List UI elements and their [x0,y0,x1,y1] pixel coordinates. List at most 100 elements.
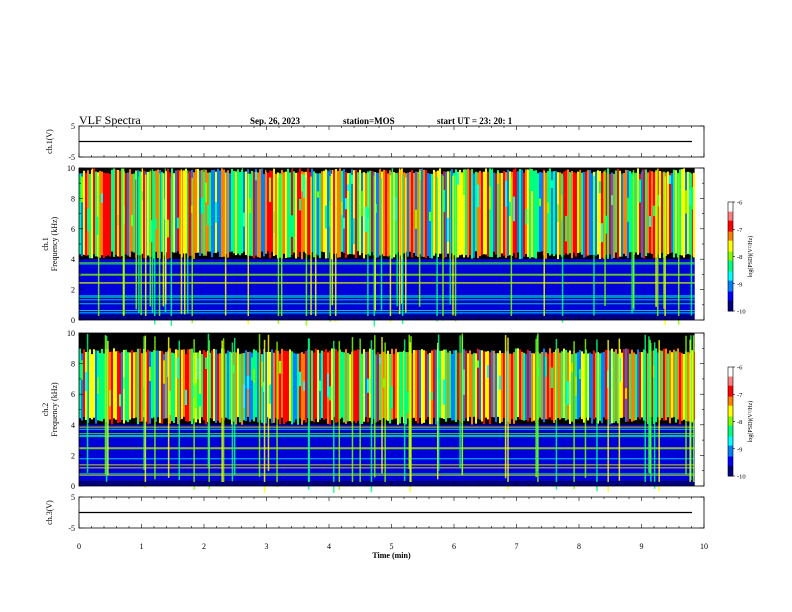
spectrogram-streak [243,384,245,408]
x-tick-label: 0 [77,542,81,551]
sferic-line [222,338,225,483]
colorbar-segment [728,231,733,234]
spectrogram-column [347,173,349,255]
spectrogram-column [421,168,423,257]
spectrogram-streak [353,218,355,245]
spectrogram-column [171,352,173,421]
spectrogram-column [401,351,403,417]
panel-ch3-waveform: 5 -5 ch.3(V) [45,493,705,533]
spectrogram-column [671,352,673,418]
spectrogram-column [581,351,583,420]
spectrogram-column [293,171,295,253]
spectrogram-column [373,349,375,419]
spectrogram-column [615,349,617,422]
spectrogram-column [213,348,215,422]
panel-ch2-spectrogram: -6 -7 -8 -9 -10 log(PSD)(V²/Hz) 0 2 4 6 8 10 ch.2 Fre… [41,329,754,493]
spectrogram-column [405,352,407,425]
colorbar-segment [728,285,733,288]
spectrogram-column [561,351,563,419]
spectrogram-column [467,168,469,258]
spectrogram-column [607,168,609,259]
spectrogram-column [85,172,87,256]
spectrogram-column [131,173,133,252]
spectrogram-streak [205,357,207,370]
spectrogram-column [371,170,373,253]
spectrogram-column [635,354,637,421]
sferic-line [437,334,440,471]
x-tick-label: 8 [577,542,581,551]
sferic-line [143,336,145,471]
spectrogram-column [241,168,243,254]
sferic-line [333,340,335,493]
spectrogram-column [283,172,285,254]
colorbar-segment [728,258,733,261]
colorbar-segment [728,269,733,272]
spectrogram-column [293,352,295,423]
spectrogram-column [125,172,127,255]
sferic-line [408,334,410,469]
spectrogram-column [111,351,113,425]
spectrogram-streak [247,375,249,389]
spectral-line [79,428,695,430]
spectrogram-streak [525,208,527,225]
sferic-line [452,175,454,316]
spectrogram-column [667,353,669,418]
spectrogram-column [417,171,419,258]
y-tick-label: 0 [71,316,75,325]
spectrogram-column [601,352,603,424]
spectrogram-streak [319,380,321,391]
sferic-line [247,173,250,325]
spectrogram-column [297,353,299,425]
spectrogram-column [343,352,345,423]
spectral-line [79,274,695,276]
sferic-line [442,175,444,321]
spectrogram-streak [383,378,385,388]
spectrogram-streak [185,389,187,406]
spectrogram-column [335,349,337,423]
y-tick-label: 6 [71,390,75,399]
spectrogram-column [119,170,121,258]
colorbar-segment [728,425,733,428]
spectrogram-column [579,350,581,418]
spectrogram-column [577,171,579,253]
x-tick-label: 5 [390,542,394,551]
sferic-line [374,172,377,312]
sferic-line [648,336,650,473]
colorbar-segment [728,261,733,265]
spectrogram-column [279,353,281,425]
spectrogram-column [549,348,551,418]
spectrogram-column [659,350,661,421]
spectrogram-column [131,350,133,419]
spectrogram-column [519,169,521,260]
spectrogram-streak [551,180,553,188]
sferic-line [221,340,223,488]
x-tick-label: 1 [140,542,144,551]
spectrogram-floor [79,316,695,320]
spectrogram-column [141,353,143,422]
spectrogram-column [115,351,117,420]
spectrogram-column [235,171,237,256]
colorbar-tick-label: -6 [737,200,743,207]
colorbar-segment [728,399,733,403]
colorbar-tick-label: -7 [737,227,743,234]
spectrogram-column [419,349,421,418]
spectrogram-streak [443,379,445,405]
spectrogram-column [429,352,431,425]
colorbar-segment [728,421,733,424]
spectrogram-column [147,349,149,425]
spectrogram-column [403,172,405,254]
sferic-line [632,170,635,309]
spectrogram-column [119,352,121,423]
spectrogram-column [205,169,207,256]
spectrogram-column [431,350,433,425]
spectrogram-column [125,349,127,421]
sferic-line [305,177,308,326]
spectrogram-column [287,351,289,421]
spectrogram-column [377,352,379,422]
spectrogram-streak [367,378,369,393]
spectrogram-column [647,353,649,425]
spectrogram-column [347,352,349,422]
spectrogram-column [569,172,571,254]
spectrogram-streak [565,215,567,242]
y-tick-label: 5 [71,122,75,131]
